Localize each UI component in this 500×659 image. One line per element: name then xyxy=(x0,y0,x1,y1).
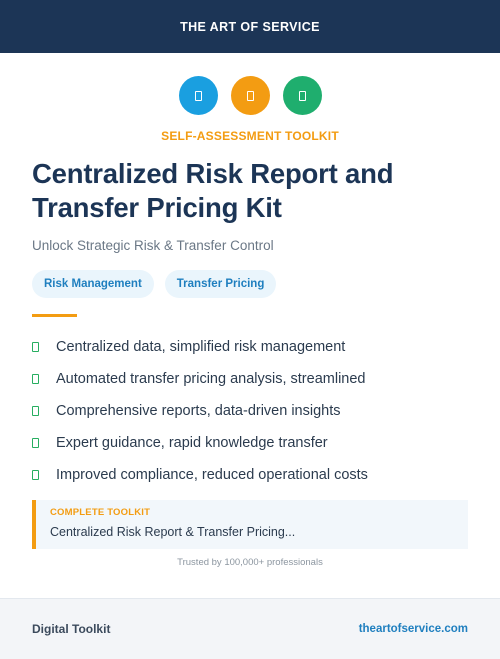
feature-item: Comprehensive reports, data-driven insig… xyxy=(32,395,368,427)
check-icon xyxy=(32,438,39,448)
feature-item: Improved compliance, reduced operational… xyxy=(32,459,368,491)
feature-text: Improved compliance, reduced operational… xyxy=(56,467,368,483)
tools-icon xyxy=(230,76,270,115)
complete-toolkit-box[interactable]: COMPLETE TOOLKIT Centralized Risk Report… xyxy=(32,500,468,549)
feature-text: Comprehensive reports, data-driven insig… xyxy=(56,403,341,419)
footer-product-type: Digital Toolkit xyxy=(32,622,111,636)
check-icon xyxy=(32,342,39,352)
category-label: SELF-ASSESSMENT TOOLKIT xyxy=(161,129,339,143)
website-link[interactable]: theartofservice.com xyxy=(358,623,468,635)
icon-row xyxy=(0,76,500,115)
feature-text: Centralized data, simplified risk manage… xyxy=(56,339,346,355)
page-title: Centralized Risk Report and Transfer Pri… xyxy=(32,158,394,223)
accent-divider xyxy=(32,314,77,317)
subtitle: Unlock Strategic Risk & Transfer Control xyxy=(32,238,274,253)
info-icon xyxy=(178,76,218,115)
top-banner: THE ART OF SERVICE xyxy=(0,0,500,53)
feature-text: Expert guidance, rapid knowledge transfe… xyxy=(56,435,328,451)
chart-icon xyxy=(282,76,322,115)
tag-list: Risk Management Transfer Pricing xyxy=(32,270,277,298)
feature-text: Automated transfer pricing analysis, str… xyxy=(56,371,366,387)
feature-list: Centralized data, simplified risk manage… xyxy=(32,331,368,491)
footer: Digital Toolkit theartofservice.com xyxy=(0,598,500,659)
toolkit-label: COMPLETE TOOLKIT xyxy=(50,507,151,518)
brand-name: THE ART OF SERVICE xyxy=(180,19,320,34)
feature-item: Expert guidance, rapid knowledge transfe… xyxy=(32,427,368,459)
tag-risk-management[interactable]: Risk Management xyxy=(32,270,154,298)
tag-transfer-pricing[interactable]: Transfer Pricing xyxy=(164,270,277,298)
feature-item: Centralized data, simplified risk manage… xyxy=(32,331,368,363)
check-icon xyxy=(32,406,39,416)
check-icon xyxy=(32,470,39,480)
toolkit-value: Centralized Risk Report & Transfer Prici… xyxy=(50,525,296,539)
feature-item: Automated transfer pricing analysis, str… xyxy=(32,363,368,395)
trust-note: Trusted by 100,000+ professionals xyxy=(177,557,323,568)
check-icon xyxy=(32,374,39,384)
